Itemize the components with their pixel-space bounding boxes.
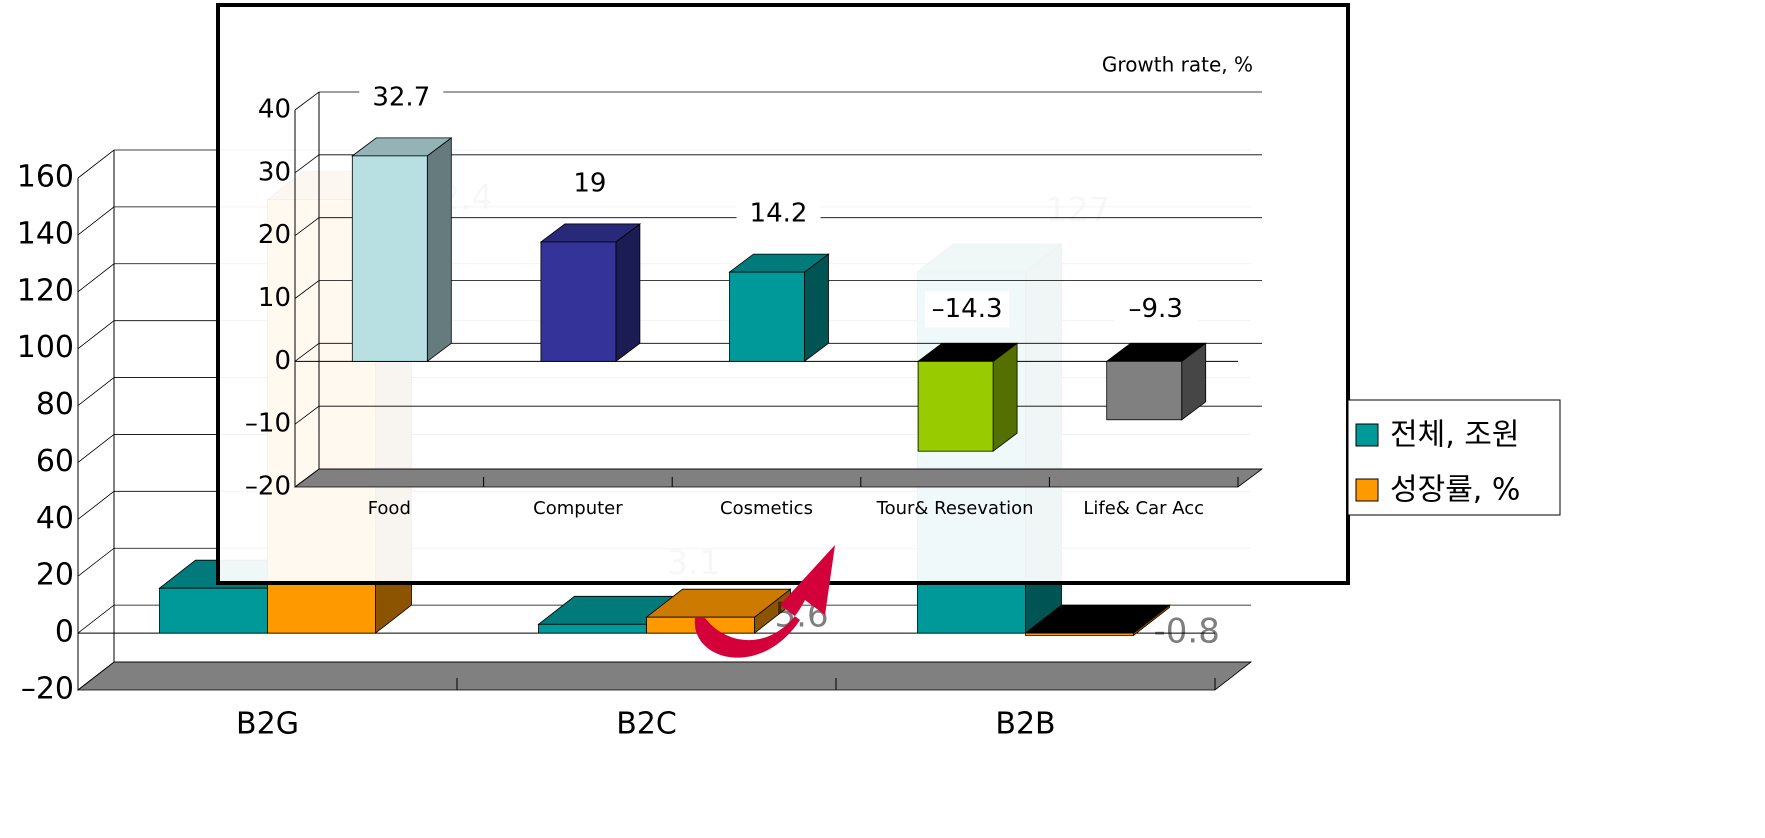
grid-line [294,217,1262,236]
title: Growth rate, % [1102,53,1253,77]
legend-label: 성장률, % [1390,473,1520,508]
data-label-bg [736,196,821,233]
grid-line [294,91,1262,111]
bar [917,360,994,452]
data-label: –14.3 [932,294,1003,324]
bar-side [426,137,452,363]
y-tick-label: 60 [36,444,74,479]
x-tick-label: Cosmetics [720,498,813,519]
grid-line [77,661,1251,691]
x-tick-label: B2G [236,707,299,742]
bar-side [615,223,641,363]
legend-swatch [1355,478,1379,502]
floor [293,468,1264,488]
data-label-bg [359,79,444,116]
data-label-bg [925,291,1010,328]
data-label: –9.3 [1129,294,1183,324]
floor [76,661,1253,691]
bar [538,623,647,634]
data-label-bg [547,165,632,202]
bar [351,155,428,362]
grid-line [294,468,1262,488]
bar-side [992,342,1018,452]
y-tick-label: 20 [36,558,74,593]
y-tick-label: 80 [36,387,74,422]
grid-line [294,280,1262,299]
data-label: 19 [573,168,606,198]
y-tick-label: –20 [21,672,74,707]
bar-side [804,253,829,363]
bar [540,241,617,362]
y-tick-label: 30 [258,157,291,187]
grid-line [77,604,1251,634]
y-tick-label: 140 [17,216,74,251]
y-tick-label: 100 [17,330,74,365]
legend-swatch [1355,423,1379,447]
bar [159,587,268,634]
data-label: 32.7 [372,82,430,112]
legend-label: 전체, 조원 [1390,418,1519,453]
x-tick-label: B2B [995,707,1055,742]
data-label: -0.8 [1154,612,1220,652]
arrow [694,545,835,658]
x-tick-label: Life& Car Acc [1083,498,1204,519]
x-tick-label: Computer [533,498,623,519]
bar [729,271,805,362]
x-tick-label: B2C [616,707,677,742]
x-tick-label: Tour& Resevation [876,498,1034,519]
grid-line [294,154,1262,174]
y-tick-label: 40 [36,501,74,536]
y-tick-label: 20 [258,220,291,250]
y-tick-label: 0 [55,615,74,650]
y-tick-label: 120 [17,273,74,308]
y-tick-label: –10 [245,409,291,439]
y-tick-label: 10 [258,283,291,313]
y-tick-label: –20 [245,472,291,502]
y-tick-label: 160 [17,160,74,195]
legend-box [1347,399,1561,516]
data-label-bg [1113,291,1198,328]
y-tick-label: 0 [274,346,291,376]
data-label: 14.2 [750,199,808,229]
bar [1025,632,1134,636]
bar [1106,360,1183,421]
x-tick-label: Food [368,498,411,519]
y-tick-label: 40 [258,95,291,125]
